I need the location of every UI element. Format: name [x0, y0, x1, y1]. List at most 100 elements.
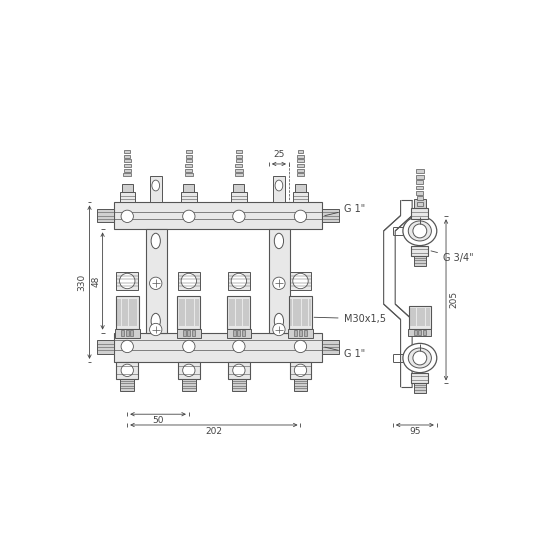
- Text: 330: 330: [77, 274, 86, 291]
- Bar: [235, 164, 243, 167]
- Bar: [298, 155, 304, 158]
- Bar: [295, 184, 306, 192]
- Bar: [182, 379, 196, 391]
- Bar: [116, 296, 139, 329]
- Bar: [235, 168, 243, 172]
- Bar: [416, 180, 423, 184]
- Bar: [416, 175, 423, 179]
- Bar: [185, 159, 192, 162]
- Ellipse shape: [408, 221, 432, 241]
- Bar: [185, 173, 193, 176]
- Text: 25: 25: [273, 150, 284, 159]
- Circle shape: [294, 340, 307, 353]
- Ellipse shape: [275, 180, 283, 191]
- Bar: [120, 379, 134, 391]
- Bar: [235, 173, 243, 176]
- Bar: [296, 173, 304, 176]
- Bar: [297, 164, 304, 167]
- Text: M30x1,5: M30x1,5: [314, 314, 386, 324]
- Bar: [181, 192, 197, 202]
- Ellipse shape: [151, 233, 160, 249]
- Bar: [290, 362, 311, 379]
- Ellipse shape: [152, 180, 160, 191]
- Bar: [186, 150, 192, 153]
- Bar: [409, 306, 431, 329]
- Bar: [414, 330, 417, 335]
- Bar: [238, 330, 240, 336]
- Bar: [130, 330, 134, 336]
- Circle shape: [233, 364, 245, 377]
- Circle shape: [121, 364, 134, 377]
- Ellipse shape: [403, 216, 437, 246]
- Bar: [228, 362, 250, 379]
- Bar: [416, 196, 423, 200]
- Text: 95: 95: [409, 427, 421, 435]
- Bar: [416, 169, 423, 173]
- Bar: [114, 332, 322, 362]
- Bar: [124, 155, 130, 158]
- Bar: [117, 272, 138, 290]
- Bar: [297, 159, 304, 162]
- Bar: [293, 192, 308, 202]
- Circle shape: [183, 210, 195, 222]
- Bar: [411, 246, 428, 256]
- Bar: [146, 229, 167, 332]
- Bar: [288, 329, 313, 338]
- Text: G 1": G 1": [325, 204, 365, 216]
- Bar: [178, 362, 199, 379]
- Circle shape: [149, 323, 162, 336]
- Bar: [184, 184, 194, 192]
- Circle shape: [272, 323, 285, 336]
- Bar: [115, 329, 140, 338]
- Bar: [126, 330, 129, 336]
- Bar: [419, 330, 421, 335]
- Ellipse shape: [403, 343, 437, 373]
- Circle shape: [149, 277, 162, 289]
- Bar: [272, 175, 285, 202]
- Bar: [411, 373, 428, 384]
- Bar: [124, 150, 130, 153]
- Bar: [231, 192, 246, 202]
- Ellipse shape: [408, 348, 432, 368]
- Circle shape: [121, 210, 134, 222]
- Circle shape: [183, 340, 195, 353]
- Bar: [236, 155, 242, 158]
- Bar: [411, 208, 428, 219]
- Bar: [177, 329, 201, 338]
- Bar: [416, 191, 423, 195]
- Bar: [408, 329, 432, 336]
- Bar: [236, 150, 242, 153]
- Bar: [233, 184, 244, 192]
- Bar: [119, 192, 135, 202]
- Bar: [187, 330, 190, 336]
- Text: G 3/4": G 3/4": [431, 251, 474, 263]
- Bar: [414, 384, 426, 392]
- Bar: [298, 150, 304, 153]
- Bar: [149, 175, 162, 202]
- Ellipse shape: [274, 313, 283, 329]
- Circle shape: [413, 351, 427, 365]
- Bar: [322, 209, 339, 222]
- Circle shape: [293, 273, 308, 289]
- Bar: [304, 330, 307, 336]
- Text: 205: 205: [449, 291, 458, 308]
- Bar: [416, 185, 423, 189]
- Bar: [290, 272, 311, 290]
- Bar: [97, 209, 114, 222]
- Bar: [322, 340, 339, 354]
- Circle shape: [231, 273, 246, 289]
- Bar: [192, 330, 195, 336]
- Circle shape: [233, 210, 245, 222]
- Bar: [177, 296, 201, 329]
- Bar: [124, 164, 131, 167]
- Bar: [228, 272, 250, 290]
- Bar: [185, 168, 192, 172]
- Circle shape: [294, 210, 307, 222]
- Bar: [227, 296, 251, 329]
- Bar: [242, 330, 245, 336]
- Circle shape: [233, 340, 245, 353]
- Text: 202: 202: [205, 427, 222, 435]
- Circle shape: [121, 340, 134, 353]
- Bar: [178, 272, 199, 290]
- Text: 50: 50: [152, 416, 164, 425]
